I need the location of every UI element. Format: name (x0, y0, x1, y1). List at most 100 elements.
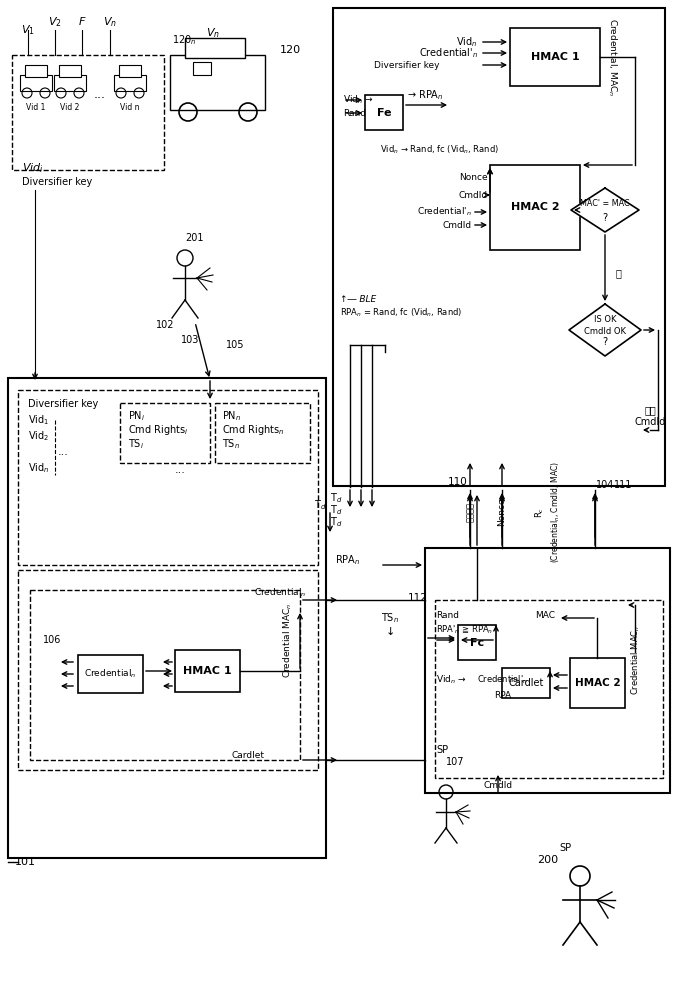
Text: 201: 201 (186, 233, 205, 243)
FancyBboxPatch shape (490, 165, 580, 250)
Text: 101: 101 (14, 857, 36, 867)
Text: CmdId OK: CmdId OK (584, 328, 626, 336)
Text: IS OK: IS OK (594, 316, 616, 324)
FancyBboxPatch shape (365, 95, 403, 130)
Text: HMAC 1: HMAC 1 (183, 666, 232, 676)
Text: TS$_n$: TS$_n$ (381, 611, 399, 625)
Text: Vid n: Vid n (120, 103, 140, 111)
Text: T$_d$: T$_d$ (314, 498, 326, 512)
Text: V$_2$: V$_2$ (48, 15, 62, 29)
FancyBboxPatch shape (185, 38, 245, 58)
Text: 103: 103 (181, 335, 199, 345)
FancyBboxPatch shape (25, 65, 47, 77)
Text: RPA'$_n$ ≧ RPA$_n$: RPA'$_n$ ≧ RPA$_n$ (436, 624, 493, 636)
Text: T$_d$: T$_d$ (330, 491, 342, 505)
Text: Cmd Rights$_i$: Cmd Rights$_i$ (128, 423, 188, 437)
Text: 112: 112 (408, 593, 428, 603)
Text: ↑― BLE: ↑― BLE (340, 296, 376, 304)
Text: RPA$_n$: RPA$_n$ (335, 553, 360, 567)
Text: 是: 是 (615, 268, 621, 278)
Text: Credential'$_n$: Credential'$_n$ (419, 46, 478, 60)
Text: HMAC 2: HMAC 2 (574, 678, 620, 688)
Text: Diversifier key: Diversifier key (28, 399, 99, 409)
Text: Rand: Rand (436, 610, 459, 619)
Text: (Credential$_n$, CmdId, MAC): (Credential$_n$, CmdId, MAC) (549, 461, 562, 563)
Text: CmdId: CmdId (459, 190, 488, 200)
Text: PN$_n$: PN$_n$ (222, 409, 241, 423)
Text: 120: 120 (280, 45, 301, 55)
Text: Vid 1: Vid 1 (26, 103, 46, 111)
FancyBboxPatch shape (8, 378, 326, 858)
Text: 111: 111 (614, 480, 632, 490)
Text: ↓: ↓ (385, 627, 395, 637)
Text: 200: 200 (537, 855, 559, 865)
Text: Credential'$_n$: Credential'$_n$ (477, 674, 529, 686)
Text: → RPA$_n$: → RPA$_n$ (407, 88, 443, 102)
Text: Vid$_n$ →: Vid$_n$ → (436, 674, 466, 686)
FancyBboxPatch shape (570, 658, 625, 708)
Text: V$_n$: V$_n$ (206, 26, 220, 40)
FancyBboxPatch shape (59, 65, 81, 77)
FancyBboxPatch shape (333, 8, 665, 486)
Text: ?: ? (602, 337, 608, 347)
Text: PN$_i$: PN$_i$ (128, 409, 145, 423)
Text: 110: 110 (448, 477, 468, 487)
Text: Vid$_n$: Vid$_n$ (28, 461, 49, 475)
Text: F: F (79, 17, 85, 27)
Text: Nonce: Nonce (497, 498, 506, 526)
Text: 105: 105 (225, 340, 244, 350)
Text: Cardlet: Cardlet (232, 750, 265, 760)
Text: ...: ... (58, 447, 69, 457)
Text: Credential'$_n$: Credential'$_n$ (417, 206, 472, 218)
Text: T$_d$: T$_d$ (330, 515, 342, 529)
FancyBboxPatch shape (114, 75, 146, 91)
Text: SP: SP (436, 745, 448, 755)
Text: V$_n$: V$_n$ (103, 15, 117, 29)
Text: RPA$_n$ = Rand, fc (Vid$_n$, Rand): RPA$_n$ = Rand, fc (Vid$_n$, Rand) (340, 307, 462, 319)
Text: Fc: Fc (470, 638, 484, 648)
Text: HMAC 2: HMAC 2 (511, 202, 560, 213)
Text: ?: ? (602, 213, 608, 223)
FancyBboxPatch shape (119, 65, 141, 77)
Text: MAC: MAC (535, 610, 555, 619)
Text: Credential, MAC$_n$: Credential, MAC$_n$ (606, 18, 618, 96)
Text: Credential MAC$_n$: Credential MAC$_n$ (630, 625, 642, 695)
Text: 执行: 执行 (644, 405, 656, 415)
Text: Diversifier key: Diversifier key (22, 177, 92, 187)
Text: Fe: Fe (377, 107, 392, 117)
FancyBboxPatch shape (54, 75, 86, 91)
Text: Vid$_1$: Vid$_1$ (28, 413, 49, 427)
FancyBboxPatch shape (425, 548, 670, 793)
FancyBboxPatch shape (510, 28, 600, 86)
Text: T$_d$: T$_d$ (330, 503, 342, 517)
Text: TS$_n$: TS$_n$ (222, 437, 240, 451)
Text: MAC' = MAC: MAC' = MAC (580, 200, 630, 209)
Text: 102: 102 (156, 320, 174, 330)
FancyBboxPatch shape (458, 625, 496, 660)
Text: Vid 2: Vid 2 (60, 103, 80, 111)
Text: CmdId: CmdId (443, 221, 472, 230)
Text: Cmd Rights$_n$: Cmd Rights$_n$ (222, 423, 284, 437)
FancyBboxPatch shape (170, 55, 265, 110)
Text: Vid$_2$: Vid$_2$ (28, 429, 49, 443)
FancyBboxPatch shape (175, 650, 240, 692)
Text: Nonce: Nonce (460, 174, 488, 182)
Text: Vid$_i$: Vid$_i$ (22, 161, 44, 175)
Text: CmdId: CmdId (634, 417, 666, 427)
Text: 104: 104 (596, 480, 614, 490)
FancyBboxPatch shape (20, 75, 52, 91)
Text: HMAC 1: HMAC 1 (531, 52, 579, 62)
Text: Credential$_n$: Credential$_n$ (254, 587, 306, 599)
Text: Vid$_n$ → Rand, fc (Vid$_n$, Rand): Vid$_n$ → Rand, fc (Vid$_n$, Rand) (380, 144, 499, 156)
Text: ...: ... (175, 465, 186, 475)
Text: TS$_i$: TS$_i$ (128, 437, 144, 451)
Text: Credential MAC$_n$: Credential MAC$_n$ (281, 602, 294, 678)
Text: SP: SP (559, 843, 571, 853)
Text: Vid$_n$: Vid$_n$ (456, 35, 478, 49)
Text: RPA: RPA (494, 690, 512, 700)
FancyBboxPatch shape (502, 668, 550, 698)
Text: CmdId: CmdId (483, 780, 512, 790)
Text: 连接请求: 连接请求 (466, 502, 475, 522)
Text: Credential$_n$: Credential$_n$ (84, 668, 136, 680)
Text: Cardlet: Cardlet (508, 678, 543, 688)
